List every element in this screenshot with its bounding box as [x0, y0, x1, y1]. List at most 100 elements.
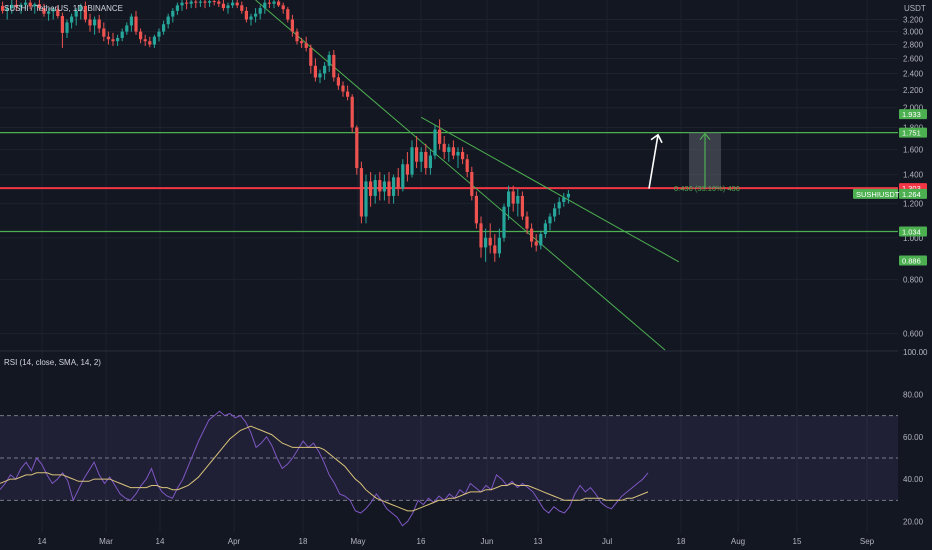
- rsi-axis[interactable]: 100.00 80.00 60.00 40.00 20.00: [903, 348, 928, 527]
- candle-body: [502, 206, 506, 238]
- candle: [290, 14, 294, 37]
- candle-body: [65, 22, 69, 33]
- price-tick-label: 0.800: [903, 276, 924, 285]
- candle-body: [428, 155, 432, 169]
- candle: [97, 14, 101, 33]
- candle: [415, 136, 419, 169]
- rsi-tick-label: 100.00: [903, 348, 928, 357]
- candle: [102, 22, 106, 42]
- candle-body: [520, 195, 524, 217]
- candle: [369, 171, 373, 207]
- trendline: [255, 0, 666, 351]
- candle-body: [396, 177, 400, 189]
- candle: [254, 8, 258, 23]
- candle-body: [401, 164, 405, 189]
- candle-body: [0, 5, 5, 11]
- time-tick-label: Aug: [731, 537, 745, 546]
- candle-body: [194, 1, 198, 3]
- candle-body: [438, 129, 442, 144]
- candle-body: [88, 19, 92, 26]
- candle: [166, 13, 170, 29]
- candle: [70, 13, 74, 29]
- candle: [0, 1, 5, 14]
- candle: [244, 7, 248, 23]
- candle: [405, 151, 409, 182]
- candle: [180, 0, 184, 11]
- candle-body: [5, 8, 9, 11]
- candle-body: [189, 1, 193, 4]
- candle: [382, 174, 386, 201]
- candle: [277, 0, 281, 8]
- candle-body: [37, 4, 41, 9]
- candle: [212, 0, 216, 6]
- price-tick-label: 1.200: [903, 200, 924, 209]
- candle: [350, 94, 354, 133]
- candle-body: [19, 4, 23, 8]
- candle: [42, 3, 46, 17]
- candle-body: [226, 5, 230, 9]
- candle: [543, 219, 547, 238]
- candle-body: [410, 147, 414, 175]
- candle-body: [566, 193, 570, 198]
- price-tick-label: 2.200: [903, 86, 924, 95]
- candle-body: [249, 16, 253, 20]
- candle: [479, 216, 483, 258]
- time-axis[interactable]: 14 Mar 14 Apr 18 May 16 Jun 13 Jul 18 Aug 15 Sep: [38, 537, 875, 546]
- candle: [60, 12, 64, 48]
- candle-body: [359, 168, 363, 217]
- price-tick-label: 2.800: [903, 41, 924, 50]
- candle: [516, 188, 520, 217]
- candle: [148, 36, 152, 48]
- time-tick-label: Jun: [481, 537, 494, 546]
- candle-body: [516, 195, 520, 204]
- candle-body: [143, 39, 147, 42]
- candle-body: [548, 216, 552, 224]
- candle: [461, 147, 465, 165]
- price-tick-label: 0.600: [903, 330, 924, 339]
- candle: [185, 0, 189, 10]
- candle-body: [240, 5, 244, 11]
- candle: [553, 203, 557, 222]
- candle: [451, 140, 455, 160]
- candle: [286, 7, 290, 23]
- candle-body: [479, 223, 483, 248]
- candle: [525, 211, 529, 235]
- candle: [37, 0, 41, 11]
- candle: [327, 51, 331, 72]
- candle: [162, 20, 166, 35]
- candle-body: [162, 24, 166, 32]
- projection-arrow-head: [650, 133, 663, 144]
- candle: [24, 0, 28, 10]
- candle-body: [387, 181, 391, 196]
- candle: [217, 0, 221, 8]
- time-tick-label: Sep: [860, 537, 875, 546]
- candle-body: [235, 2, 239, 6]
- candle-body: [198, 1, 202, 3]
- candle: [203, 0, 207, 9]
- rsi-title: RSI (14, close, SMA, 14, 2): [4, 358, 101, 367]
- candle-body: [263, 2, 267, 9]
- target-projection[interactable]: 0.436 (33.10%) 436: [648, 132, 740, 193]
- candle-body: [290, 19, 294, 32]
- price-tag-label: 0.886: [902, 257, 921, 266]
- candle: [511, 185, 515, 212]
- candle-body: [28, 2, 32, 7]
- candle: [10, 0, 14, 14]
- rsi-tick-label: 60.00: [903, 433, 924, 442]
- candle-body: [497, 237, 501, 254]
- candle-body: [327, 54, 331, 66]
- candle-body: [543, 223, 547, 235]
- candle: [198, 0, 202, 8]
- candle-body: [203, 1, 207, 3]
- price-tick-label: 2.000: [903, 104, 924, 113]
- candle: [313, 58, 317, 82]
- candle-body: [424, 151, 428, 169]
- candle-body: [534, 241, 538, 246]
- trendlines[interactable]: [255, 0, 680, 351]
- candle-body: [185, 2, 189, 4]
- candle-body: [405, 164, 409, 175]
- currency-label: USDT: [904, 4, 926, 13]
- rsi-series: [0, 410, 649, 527]
- time-tick-label: 15: [793, 537, 802, 546]
